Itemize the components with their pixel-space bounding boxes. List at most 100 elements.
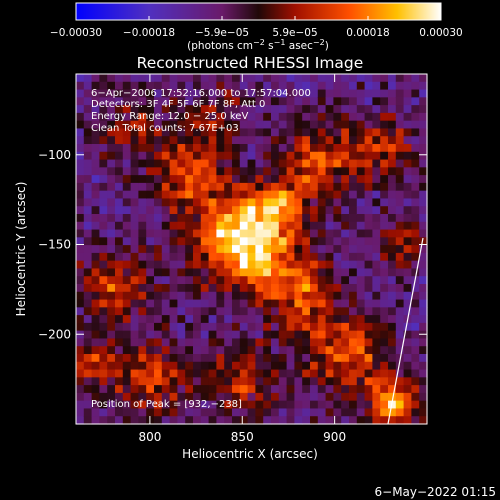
heatmap-cell [200,214,210,223]
heatmap-cell [161,151,171,161]
heatmap-cell [154,268,163,277]
heatmap-cell [193,136,202,145]
heatmap-cell [388,81,397,91]
heatmap-cell [278,315,288,324]
heatmap-cell [380,128,389,137]
heatmap-cell [255,338,264,347]
heatmap-cell [185,354,194,363]
heatmap-cell [107,74,116,83]
heatmap-cell [224,229,233,238]
heatmap-cell [263,167,272,176]
heatmap-cell [239,369,249,378]
heatmap-cell [239,151,249,161]
heatmap-cell [341,237,350,246]
heatmap-cell [395,322,405,332]
heatmap-cell [286,315,295,324]
heatmap-cell [122,105,132,114]
heatmap-cell [154,206,163,215]
heatmap-cell [154,284,163,293]
heatmap-cell [388,276,397,285]
heatmap-cell [130,182,139,192]
heatmap-cell [91,245,100,254]
heatmap-cell [107,291,116,301]
heatmap-cell [216,112,225,122]
heatmap-cell [271,268,280,277]
heatmap-cell [193,182,202,192]
heatmap-cell [395,120,405,130]
heatmap-cell [380,268,389,277]
heatmap-cell [83,392,93,402]
heatmap-cell [138,89,147,98]
heatmap-cell [317,385,327,394]
heatmap-cell [122,151,132,161]
heatmap-cell [380,89,389,98]
heatmap-cell [154,159,163,168]
heatmap-cell [380,416,389,425]
heatmap-cell [91,377,100,386]
heatmap-cell [294,260,303,270]
heatmap-cell [216,322,225,332]
heatmap-cell [356,167,366,176]
heatmap-cell [169,198,178,207]
heatmap-cell [76,268,85,277]
heatmap-cell [325,361,334,371]
heatmap-cell [317,229,327,238]
heatmap-cell [278,307,288,316]
heatmap-cell [271,229,280,238]
heatmap-cell [255,252,264,262]
heatmap-cell [76,385,85,394]
heatmap-cell [349,400,358,410]
heatmap-cell [185,252,194,262]
heatmap-cell [310,190,319,200]
heatmap-cell [107,182,116,192]
heatmap-cell [286,221,295,231]
heatmap-cell [356,159,366,168]
heatmap-cell [411,338,420,347]
heatmap-cell [356,120,366,130]
heatmap-cell [310,392,319,402]
heatmap-cell [419,276,428,285]
heatmap-cell [239,97,249,106]
heatmap-cell [91,221,100,231]
heatmap-cell [294,136,303,145]
heatmap-cell [271,136,280,145]
heatmap-cell [372,74,381,83]
heatmap-cell [255,268,264,277]
heatmap-cell [216,392,225,402]
heatmap-cell [349,144,358,153]
heatmap-cell [419,81,428,91]
heatmap-cell [193,159,202,168]
heatmap-cell [185,284,194,293]
heatmap-cell [138,221,147,231]
heatmap-cell [356,315,366,324]
heatmap-cell [216,229,225,238]
heatmap-cell [208,361,217,371]
heatmap-cell [419,284,428,293]
heatmap-cell [349,167,358,176]
heatmap-cell [138,198,147,207]
heatmap-cell [271,190,280,200]
heatmap-cell [388,97,397,106]
heatmap-cell [99,385,108,394]
heatmap-cell [341,400,350,410]
heatmap-cell [193,416,202,425]
heatmap-cell [216,74,225,83]
heatmap-cell [341,105,350,114]
heatmap-cell [255,112,264,122]
heatmap-cell [177,330,186,340]
heatmap-cell [286,89,295,98]
heatmap-cell [122,338,132,347]
heatmap-cell [177,315,186,324]
heatmap-cell [130,268,139,277]
heatmap-cell [107,221,116,231]
heatmap-cell [122,284,132,293]
heatmap-cell [419,408,428,417]
heatmap-cell [130,89,139,98]
heatmap-cell [302,159,311,168]
heatmap-cell [169,346,178,355]
heatmap-cell [286,268,295,277]
heatmap-cell [395,369,405,378]
heatmap-cell [83,128,93,137]
heatmap-cell [91,128,100,137]
heatmap-cell [325,245,334,254]
